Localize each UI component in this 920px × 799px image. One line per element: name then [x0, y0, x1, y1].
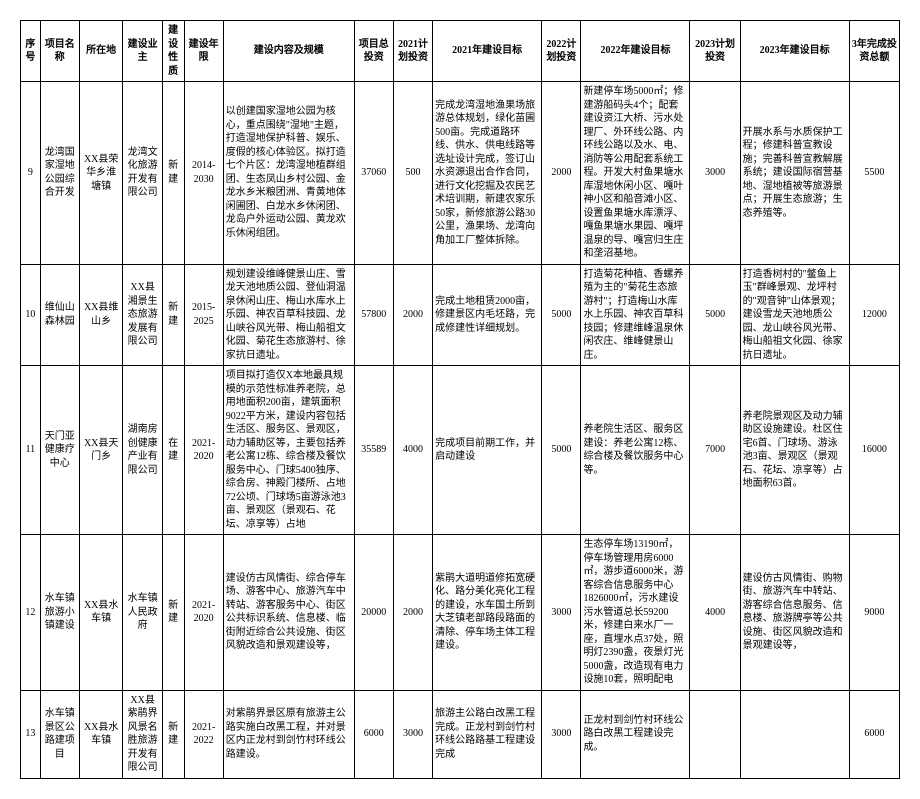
cell-tgt2023: 建设仿古风情街、购物街、旅游汽车中转站、游客综合信息服务、信息楼、旅游牌亭等公共…: [740, 535, 849, 691]
cell-inv2021: 2000: [393, 264, 432, 366]
cell-inv2021: 2000: [393, 535, 432, 691]
cell-owner: XX县湘景生态旅游发展有限公司: [123, 264, 162, 366]
cell-seq: 12: [21, 535, 41, 691]
cell-inv2022: 3000: [542, 690, 581, 778]
cell-owner: 湖南房创健康产业有限公司: [123, 366, 162, 535]
cell-nature: 新建: [162, 264, 184, 366]
cell-owner: XX县紫鹃界风景名胜旅游开发有限公司: [123, 690, 162, 778]
header-2022inv: 2022计划投资: [542, 21, 581, 82]
header-row: 序号 项目名称 所在地 建设业主 建设性质 建设年限 建设内容及规模 项目总投资…: [21, 21, 900, 82]
cell-tgt2022: 打造菊花种植、香螺养殖为主的"菊花生态旅游村"；打造梅山水库水上乐园、神农百草科…: [581, 264, 690, 366]
header-seq: 序号: [21, 21, 41, 82]
cell-nature: 新建: [162, 535, 184, 691]
header-loc: 所在地: [79, 21, 123, 82]
cell-tgt2021: 完成土地租赁2000亩，修建景区内毛坯路，完成修建性详细规划。: [433, 264, 542, 366]
table-row: 9龙湾国家湿地公园综合开发XX县荣华乡淮塘镇龙湾文化旅游开发有限公司新建2014…: [21, 82, 900, 265]
cell-loc: XX县水车镇: [79, 535, 123, 691]
cell-name: 水车镇旅游小镇建设: [40, 535, 79, 691]
header-2021tgt: 2021年建设目标: [433, 21, 542, 82]
header-2022tgt: 2022年建设目标: [581, 21, 690, 82]
header-content: 建设内容及规模: [223, 21, 354, 82]
cell-seq: 10: [21, 264, 41, 366]
cell-inv2022: 5000: [542, 366, 581, 535]
cell-loc: XX县维山乡: [79, 264, 123, 366]
cell-loc: XX县天门乡: [79, 366, 123, 535]
cell-total: 20000: [354, 535, 393, 691]
cell-tgt2021: 紫鹃大道明道修拓宽硬化、路分美化亮化工程的建设，水车国土所到大芝镇老部路段路面的…: [433, 535, 542, 691]
cell-nature: 在建: [162, 366, 184, 535]
cell-loc: XX县荣华乡淮塘镇: [79, 82, 123, 265]
table-row: 12水车镇旅游小镇建设XX县水车镇水车镇人民政府新建2021-2020建设仿古风…: [21, 535, 900, 691]
cell-tgt2022: 新建停车场5000㎡；修建游船码头4个；配套建设资江大桥、污水处理厂、外环线公路…: [581, 82, 690, 265]
header-year: 建设年限: [184, 21, 223, 82]
cell-content: 以创建国家湿地公园为核心，重点围绕"湿地"主题，打造湿地保护科普、娱乐、度假的核…: [223, 82, 354, 265]
cell-tgt2023: 开展水系与水质保护工程；修建科普宣教设施；完善科普宣教解展系统；建设国际宿营基地…: [740, 82, 849, 265]
cell-year: 2021-2020: [184, 535, 223, 691]
cell-content: 项目拟打造仅X本地最具规模的示范性标准养老院，总用地面积200亩，建筑面积902…: [223, 366, 354, 535]
cell-tgt2021: 完成项目前期工作，并启动建设: [433, 366, 542, 535]
cell-inv2022: 5000: [542, 264, 581, 366]
cell-year: 2021-2022: [184, 690, 223, 778]
cell-inv2023: 5000: [690, 264, 740, 366]
table-row: 10维仙山森林园XX县维山乡XX县湘景生态旅游发展有限公司新建2015-2025…: [21, 264, 900, 366]
cell-owner: 龙湾文化旅游开发有限公司: [123, 82, 162, 265]
cell-inv2022: 2000: [542, 82, 581, 265]
cell-inv2021: 4000: [393, 366, 432, 535]
cell-tgt2021: 完成龙湾湿地渔果场旅游总体规划，绿化苗圃500亩。完成道路环线、供水、供电线路等…: [433, 82, 542, 265]
cell-total: 37060: [354, 82, 393, 265]
cell-tgt2023: [740, 690, 849, 778]
cell-tgt2022: 正龙村到剑竹村环线公路白改黑工程建设完成。: [581, 690, 690, 778]
cell-seq: 11: [21, 366, 41, 535]
cell-tgt2022: 生态停车场13190㎡，停车场管理用房6000㎡，游步道6000米，游客综合信息…: [581, 535, 690, 691]
cell-nature: 新建: [162, 82, 184, 265]
cell-inv2023: 7000: [690, 366, 740, 535]
header-3yr: 3年完成投资总额: [849, 21, 899, 82]
cell-three_year: 16000: [849, 366, 899, 535]
cell-year: 2021-2020: [184, 366, 223, 535]
cell-tgt2023: 打造香树村的"鳖鱼上玉"群峰景观、龙坪村的"观音钟"山体景观；建设雪龙天池地质公…: [740, 264, 849, 366]
cell-three_year: 6000: [849, 690, 899, 778]
cell-total: 35589: [354, 366, 393, 535]
cell-year: 2015-2025: [184, 264, 223, 366]
cell-content: 规划建设维峰健景山庄、雪龙天池地质公园、登仙洞温泉休闲山庄、梅山水库水上乐园、神…: [223, 264, 354, 366]
cell-inv2021: 500: [393, 82, 432, 265]
header-nature: 建设性质: [162, 21, 184, 82]
projects-table: 序号 项目名称 所在地 建设业主 建设性质 建设年限 建设内容及规模 项目总投资…: [20, 20, 900, 779]
header-2023inv: 2023计划投资: [690, 21, 740, 82]
cell-three_year: 5500: [849, 82, 899, 265]
cell-seq: 9: [21, 82, 41, 265]
cell-loc: XX县水车镇: [79, 690, 123, 778]
cell-tgt2023: 养老院景观区及动力辅助区设施建设。杜区住宅6首、门球场、游泳池3亩、景观区（景观…: [740, 366, 849, 535]
cell-name: 天门亚健康疗中心: [40, 366, 79, 535]
header-total: 项目总投资: [354, 21, 393, 82]
cell-name: 龙湾国家湿地公园综合开发: [40, 82, 79, 265]
cell-name: 水车镇景区公路建项目: [40, 690, 79, 778]
header-2021inv: 2021计划投资: [393, 21, 432, 82]
header-owner: 建设业主: [123, 21, 162, 82]
cell-inv2023: 4000: [690, 535, 740, 691]
cell-inv2023: 3000: [690, 82, 740, 265]
header-name: 项目名称: [40, 21, 79, 82]
cell-seq: 13: [21, 690, 41, 778]
cell-inv2022: 3000: [542, 535, 581, 691]
cell-content: 建设仿古风情街、综合停车场、游客中心、旅游汽车中转站、游客服务中心、街区公共标识…: [223, 535, 354, 691]
table-row: 11天门亚健康疗中心XX县天门乡湖南房创健康产业有限公司在建2021-2020项…: [21, 366, 900, 535]
cell-tgt2022: 养老院生活区、服务区建设：养老公寓12栋、综合楼及餐饮服务中心等。: [581, 366, 690, 535]
cell-inv2023: [690, 690, 740, 778]
table-row: 13水车镇景区公路建项目XX县水车镇XX县紫鹃界风景名胜旅游开发有限公司新建20…: [21, 690, 900, 778]
cell-content: 对紫鹃界景区原有旅游主公路实施白改黑工程，并对景区内正龙村到剑竹村环线公路建设。: [223, 690, 354, 778]
cell-year: 2014-2030: [184, 82, 223, 265]
cell-nature: 新建: [162, 690, 184, 778]
cell-tgt2021: 旅游主公路白改黑工程完成。正龙村到剑竹村环线公路路基工程建设完成: [433, 690, 542, 778]
cell-inv2021: 3000: [393, 690, 432, 778]
cell-three_year: 12000: [849, 264, 899, 366]
cell-total: 57800: [354, 264, 393, 366]
cell-three_year: 9000: [849, 535, 899, 691]
cell-total: 6000: [354, 690, 393, 778]
cell-owner: 水车镇人民政府: [123, 535, 162, 691]
header-2023tgt: 2023年建设目标: [740, 21, 849, 82]
cell-name: 维仙山森林园: [40, 264, 79, 366]
